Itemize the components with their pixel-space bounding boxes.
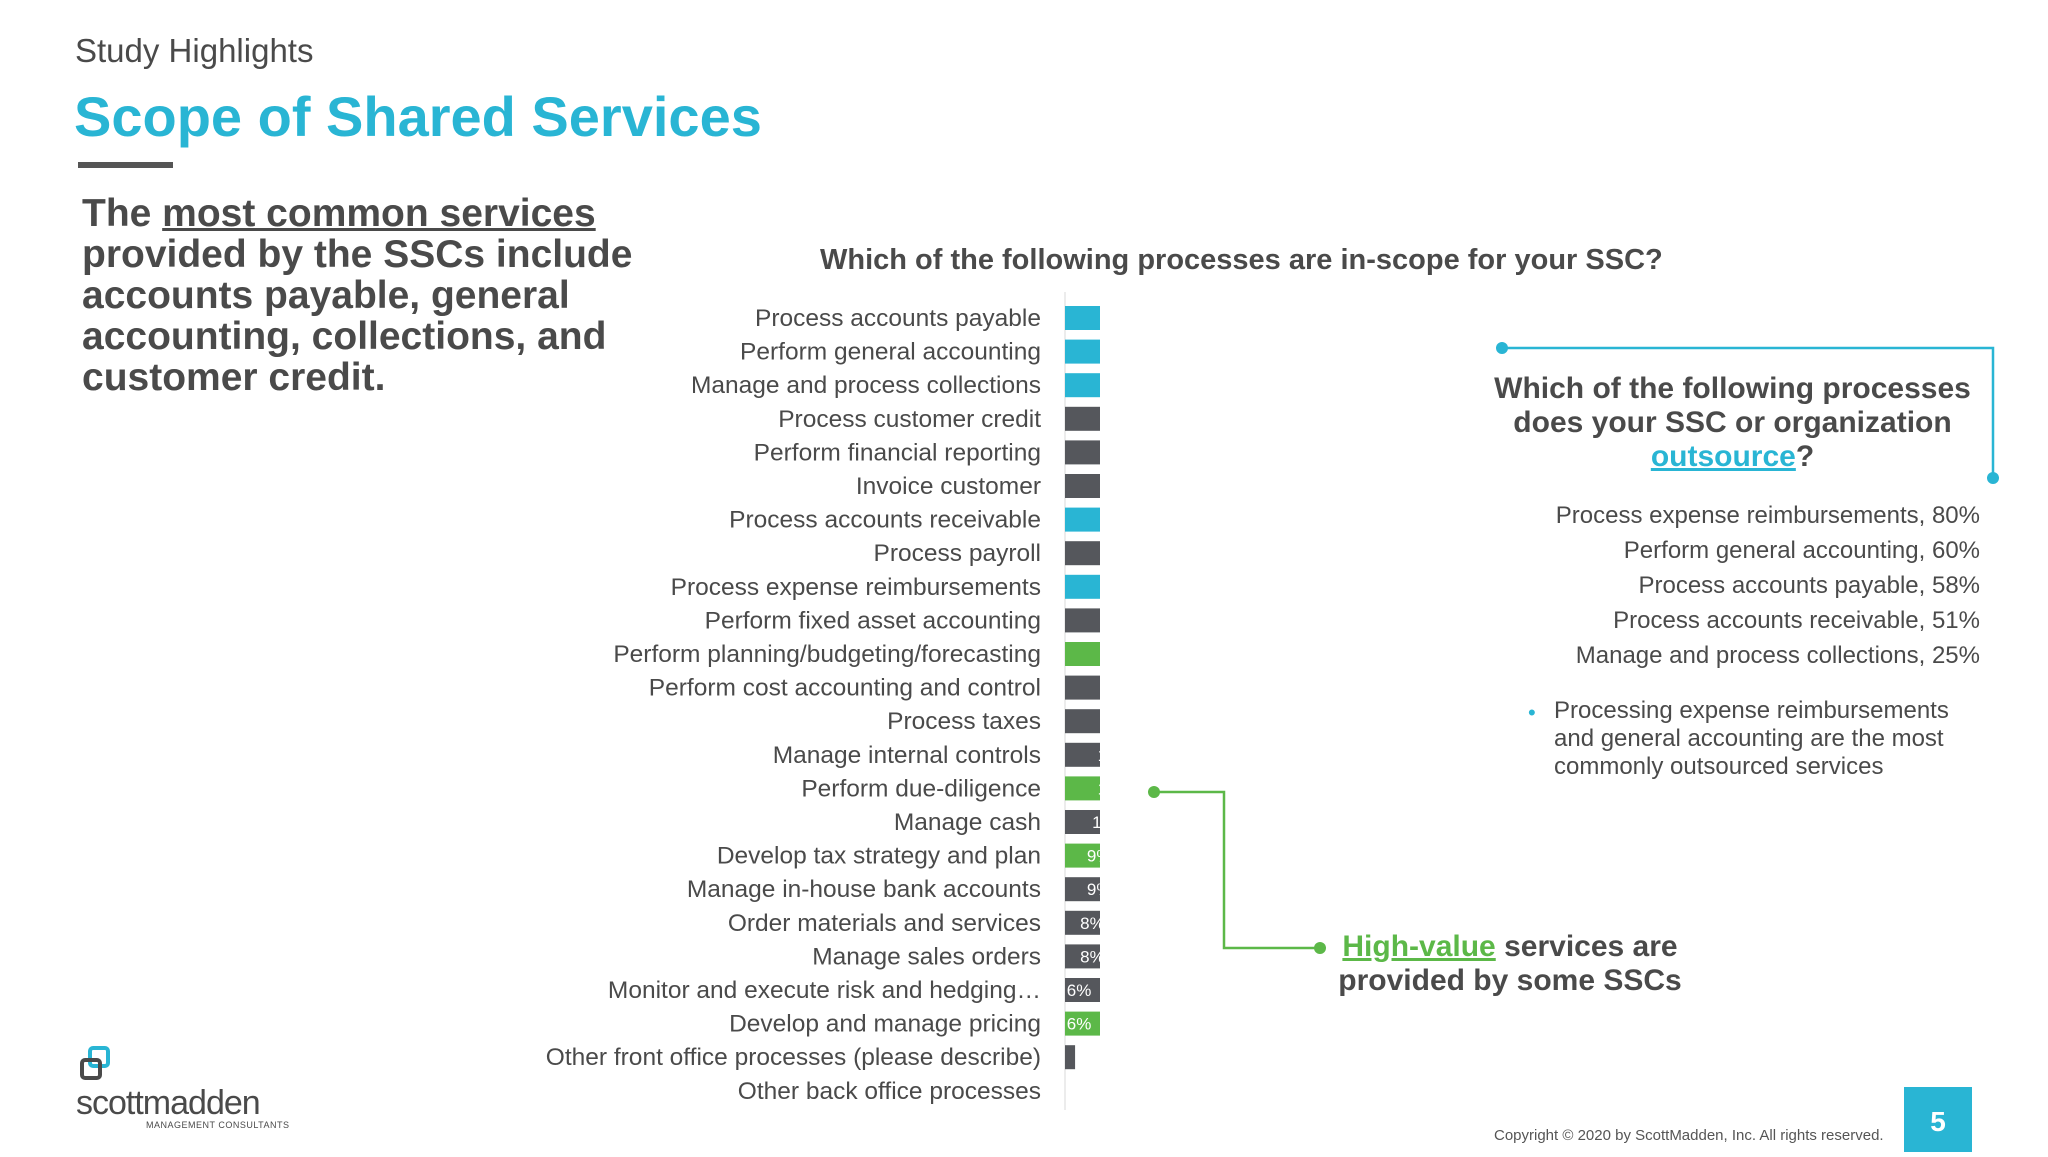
bar — [1065, 910, 1100, 935]
category-label: Process payroll — [874, 540, 1041, 567]
category-label: Develop and manage pricing — [729, 1011, 1041, 1038]
data-label: 9% — [1087, 847, 1100, 866]
lead-underlined: most common services — [162, 192, 596, 235]
bar — [1065, 709, 1100, 734]
outsource-question-end: ? — [1795, 440, 1815, 473]
category-label: Manage and process collections — [691, 372, 1041, 399]
outsource-question: Which of the following processes does yo… — [1470, 372, 1995, 474]
category-label: Process accounts receivable — [729, 507, 1041, 534]
outsource-list: Process expense reimbursements, 80% Perf… — [1440, 498, 1980, 673]
bar — [1065, 978, 1100, 1002]
bar — [1065, 440, 1100, 465]
category-label: Perform cost accounting and control — [649, 675, 1041, 702]
data-label: 9% — [1087, 880, 1100, 899]
category-label: Perform planning/budgeting/forecasting — [613, 641, 1041, 668]
logo-wordmark: scottmadden — [76, 1084, 261, 1122]
eyebrow-label: Study Highlights — [75, 32, 314, 69]
high-value-connector — [1148, 786, 1326, 954]
data-label: 12% — [1098, 779, 1100, 798]
bar — [1065, 373, 1100, 398]
outsource-question-text: Which of the following processes does yo… — [1494, 372, 1971, 439]
outsource-item: Manage and process collections, 25% — [1575, 642, 1980, 669]
category-label: Develop tax strategy and plan — [717, 843, 1041, 870]
bar-chart: Process accounts payable75%Perform gener… — [546, 292, 1100, 1110]
bar — [1065, 574, 1100, 599]
high-value-note: High-value services are provided by some… — [1320, 930, 1700, 998]
title-rule — [78, 162, 173, 168]
logo-subtitle: MANAGEMENT CONSULTANTS — [146, 1120, 290, 1130]
chart-title: Which of the following processes are in-… — [820, 244, 1663, 276]
page-title: Scope of Shared Services — [74, 85, 762, 148]
bar — [1065, 877, 1100, 902]
bar — [1065, 810, 1100, 834]
scottmadden-logo-icon — [80, 1046, 110, 1080]
category-label: Perform fixed asset accounting — [705, 607, 1041, 634]
bar — [1065, 843, 1100, 868]
category-label: Process taxes — [887, 708, 1041, 735]
bar — [1065, 306, 1100, 330]
category-label: Monitor and execute risk and hedging… — [608, 977, 1041, 1004]
bar — [1065, 474, 1100, 498]
lead-prefix: The — [82, 192, 163, 235]
bullet-dot-icon: • — [1528, 700, 1536, 725]
bar — [1065, 742, 1100, 767]
page-number: 5 — [1904, 1087, 1972, 1152]
category-label: Perform general accounting — [740, 339, 1041, 366]
bar — [1065, 608, 1100, 633]
data-label: 11% — [1092, 813, 1100, 832]
category-label: Perform due-diligence — [801, 775, 1041, 802]
outsource-item: Perform general accounting, 60% — [1623, 537, 1980, 564]
lead-rest: provided by the SSCs include accounts pa… — [82, 233, 633, 399]
high-value-rest: services are provided by some SSCs — [1338, 930, 1682, 997]
outsource-link[interactable]: outsource — [1650, 440, 1796, 473]
bar — [1065, 507, 1100, 532]
category-label: Other back office processes — [738, 1078, 1041, 1105]
bar — [1065, 642, 1100, 666]
copyright: Copyright © 2020 by ScottMadden, Inc. Al… — [1494, 1127, 1884, 1144]
category-label: Other front office processes (please des… — [546, 1044, 1041, 1071]
data-label: 6% — [1067, 981, 1092, 1000]
outsource-item: Process accounts receivable, 51% — [1613, 607, 1980, 634]
high-value-link[interactable]: High-value — [1342, 930, 1496, 963]
data-label: 8% — [1080, 914, 1100, 933]
category-label: Process expense reimbursements — [671, 574, 1041, 601]
bar — [1065, 944, 1100, 969]
outsource-item: Process accounts payable, 58% — [1638, 572, 1980, 599]
category-label: Manage sales orders — [812, 943, 1041, 970]
outsource-item: Process expense reimbursements, 80% — [1555, 502, 1980, 529]
category-label: Manage in-house bank accounts — [687, 876, 1041, 903]
bar — [1065, 1045, 1076, 1070]
category-label: Manage cash — [894, 809, 1041, 836]
category-label: Perform financial reporting — [754, 439, 1041, 466]
data-label: 12% — [1098, 746, 1100, 765]
category-label: Process customer credit — [778, 406, 1041, 433]
bar — [1065, 406, 1100, 431]
bar — [1065, 541, 1100, 566]
category-label: Order materials and services — [728, 910, 1041, 937]
data-label: 8% — [1080, 947, 1100, 966]
lead-statement: The most common services provided by the… — [82, 193, 642, 398]
bar — [1065, 339, 1100, 364]
category-label: Manage internal controls — [773, 742, 1041, 769]
bar — [1065, 1011, 1100, 1036]
bar — [1065, 675, 1100, 700]
outsource-bullet: Processing expense reimbursements and ge… — [1554, 697, 1949, 780]
category-label: Invoice customer — [856, 473, 1041, 500]
data-label: 6% — [1067, 1015, 1092, 1034]
category-label: Process accounts payable — [755, 305, 1041, 332]
bar — [1065, 776, 1100, 801]
